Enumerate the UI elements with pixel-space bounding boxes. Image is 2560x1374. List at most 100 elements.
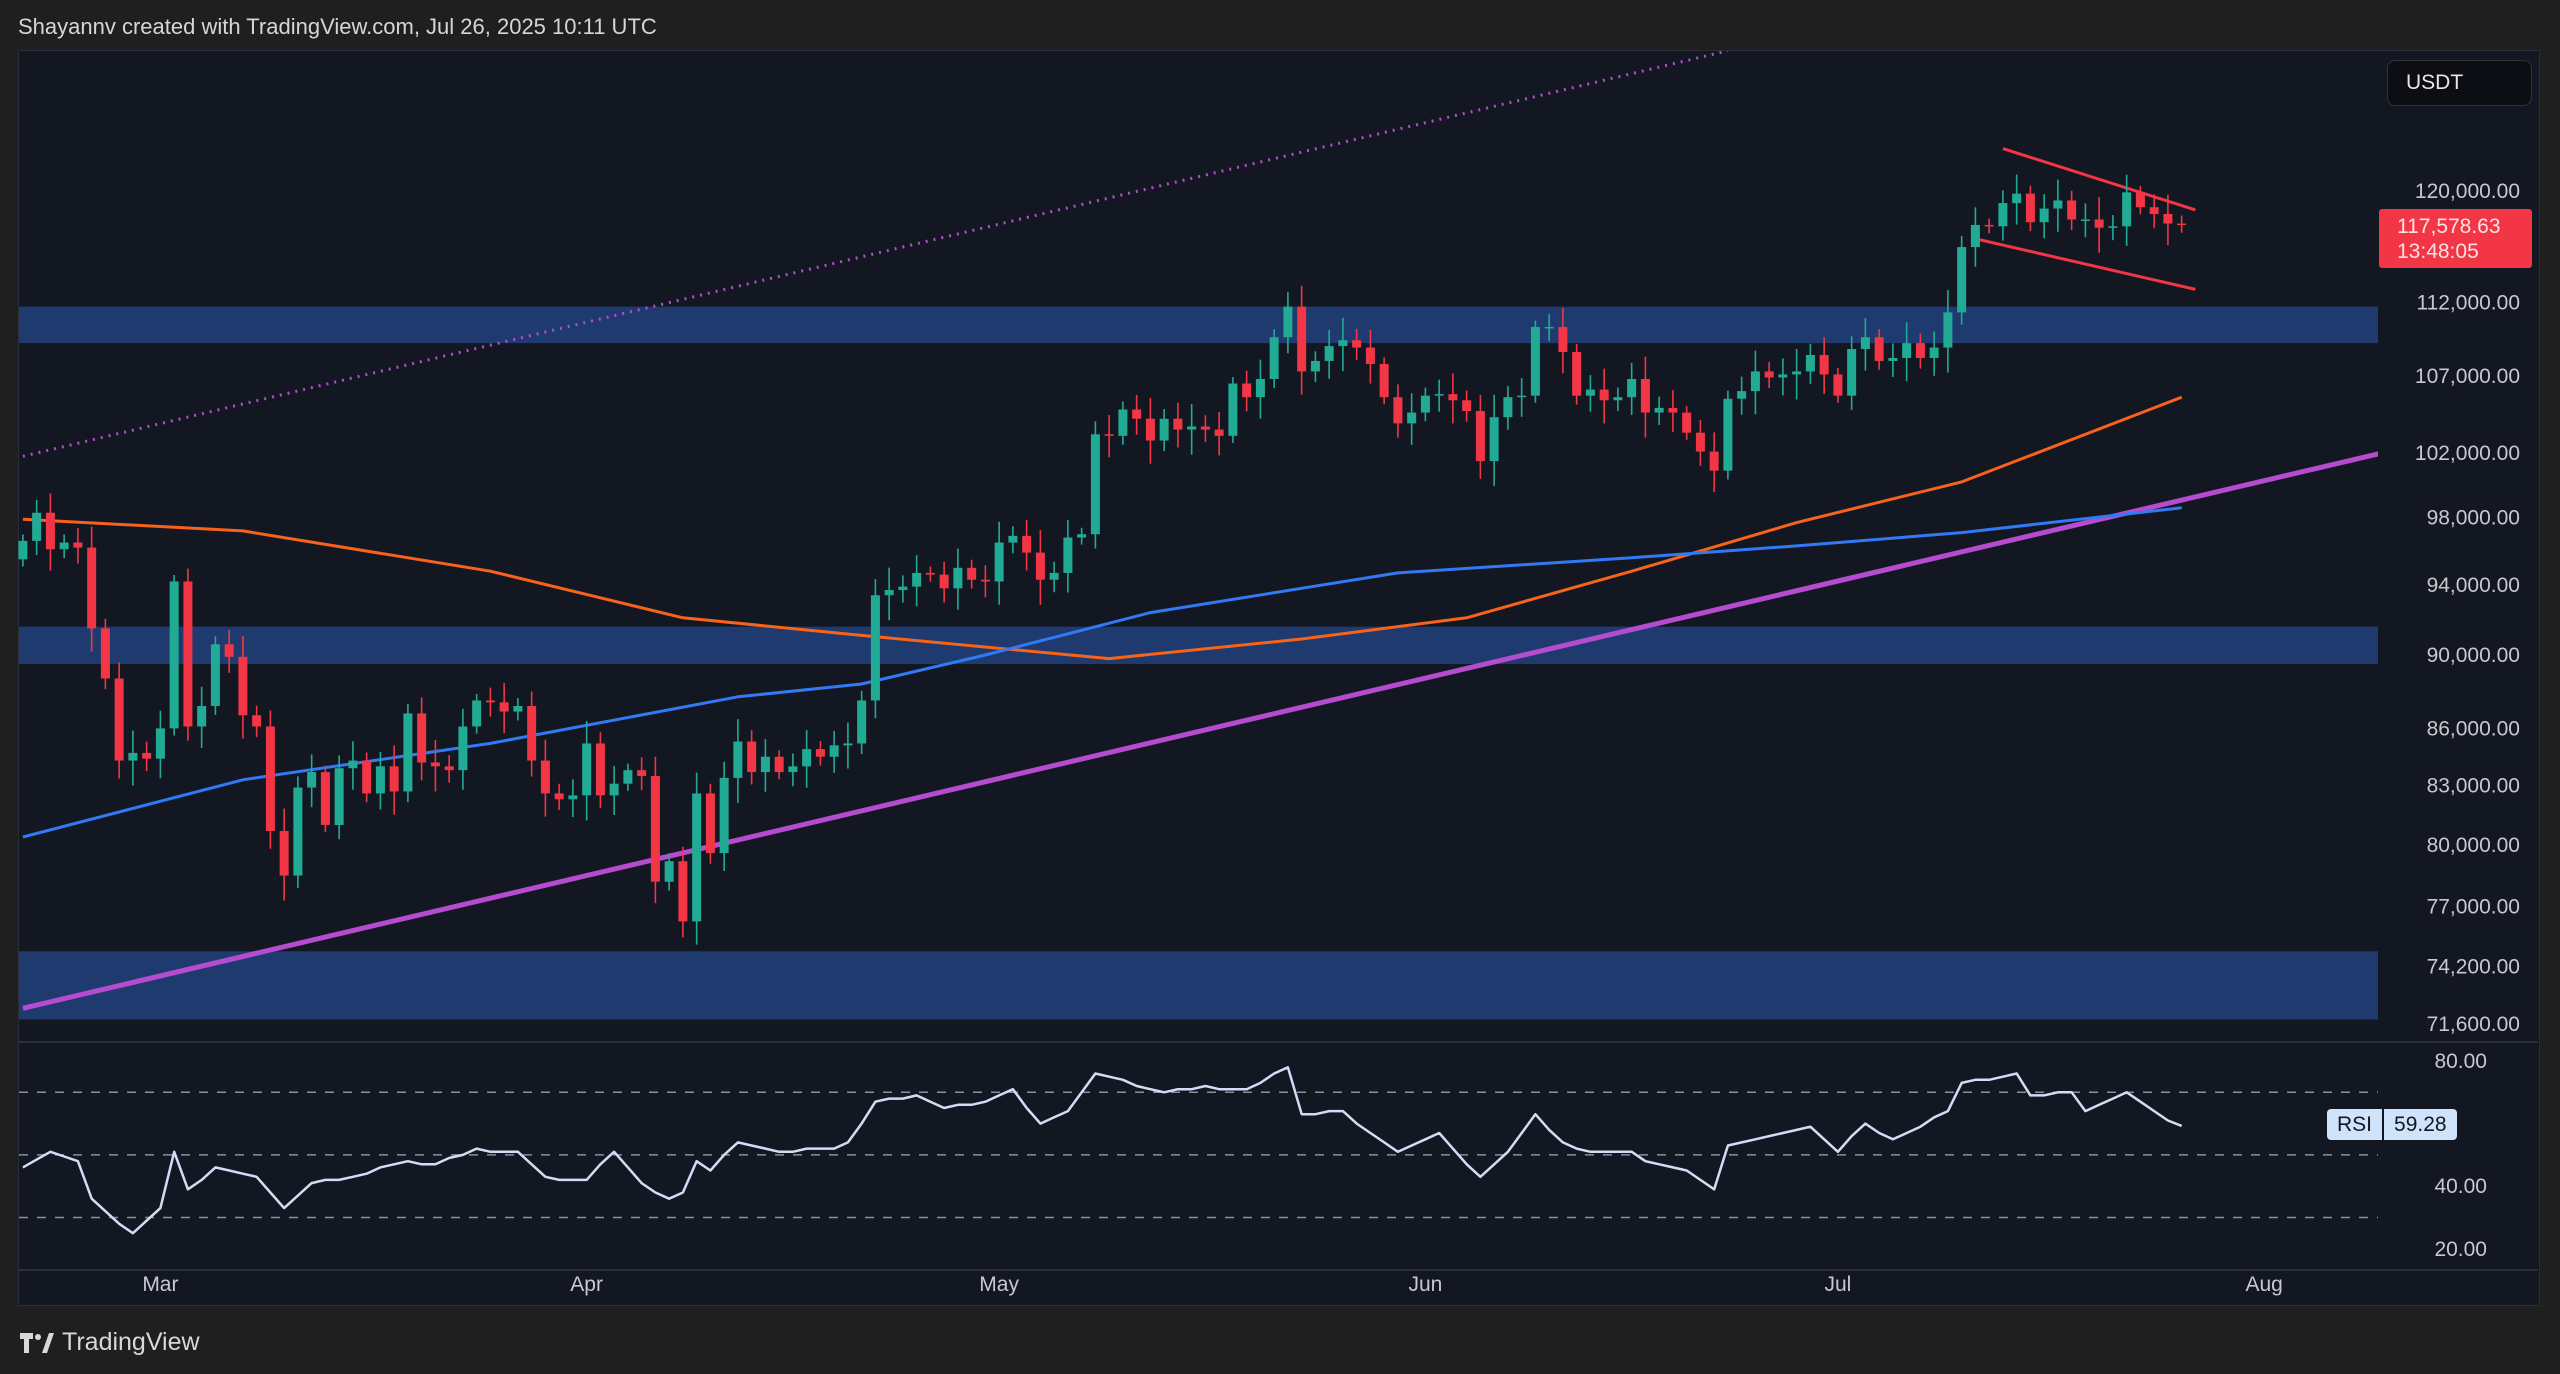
brand-name: TradingView <box>62 1328 200 1356</box>
candle-body <box>1503 397 1513 418</box>
candle-body <box>73 542 83 548</box>
candle-body <box>829 745 839 757</box>
candle-body <box>307 772 317 788</box>
candle-body <box>1022 535 1032 553</box>
candle-body <box>348 760 358 769</box>
candle-body <box>733 741 743 778</box>
candle-body <box>568 795 578 800</box>
candle-body <box>513 706 523 712</box>
candle-body <box>637 770 647 776</box>
candle-body <box>1530 326 1540 396</box>
candle-body <box>678 861 688 922</box>
candle-body <box>2135 192 2145 208</box>
candle-body <box>2177 223 2187 226</box>
time-axis-label: May <box>979 1273 1019 1296</box>
candle-body <box>1654 407 1664 413</box>
candle-body <box>458 726 468 771</box>
trendline-solid <box>22 451 2378 1011</box>
price-axis-label: 86,000.00 <box>2427 717 2520 740</box>
candle-body <box>210 644 220 707</box>
currency-button[interactable]: USDT <box>2387 60 2532 106</box>
price-axis-label: 80,000.00 <box>2427 834 2520 857</box>
candle-body <box>1750 371 1760 392</box>
moving-average-blue <box>22 506 2182 839</box>
candle-body <box>45 512 55 550</box>
candle-body <box>650 775 660 882</box>
candle-body <box>1778 374 1788 378</box>
time-axis-label: Aug <box>2245 1273 2282 1296</box>
candle-body <box>815 749 825 757</box>
candle-body <box>1187 426 1197 430</box>
candle-body <box>32 512 42 541</box>
time-axis-label: Apr <box>570 1273 603 1296</box>
candle-body <box>1709 451 1719 471</box>
trendline-flag-top <box>2002 147 2196 212</box>
time-axis-label: Mar <box>142 1273 178 1296</box>
candle-body <box>1572 352 1582 396</box>
candle-body <box>1420 395 1430 413</box>
candle-body <box>540 760 550 794</box>
price-axis-label: 120,000.00 <box>2415 180 2520 203</box>
candle-body <box>444 766 454 771</box>
candle-body <box>1379 363 1389 398</box>
candle-body <box>1200 426 1210 430</box>
attribution-text: Shayannv created with TradingView.com, J… <box>18 14 657 39</box>
candle-body <box>472 700 482 727</box>
candle-body <box>1104 434 1114 436</box>
candle-body <box>554 793 564 800</box>
candle-body <box>403 713 413 792</box>
candle-body <box>1297 306 1307 372</box>
candle-body <box>1448 394 1458 401</box>
rsi-line <box>22 1066 2183 1235</box>
candle-body <box>925 572 935 575</box>
price-axis-label: 90,000.00 <box>2427 644 2520 667</box>
trendline-flag-bottom <box>1975 237 2196 291</box>
candle-body <box>1269 337 1279 379</box>
price-axis-label: 98,000.00 <box>2427 507 2520 530</box>
price-axis-label: 74,200.00 <box>2427 955 2520 978</box>
candle-body <box>18 540 28 560</box>
candle-body <box>417 713 427 763</box>
candle-body <box>2163 214 2173 224</box>
candle-body <box>2080 219 2090 221</box>
candle-body <box>1407 412 1417 424</box>
trendline-dotted <box>22 51 1729 458</box>
candle-body <box>1764 371 1774 378</box>
candle-body <box>760 756 770 773</box>
footer-brand[interactable]: TradingView <box>20 1328 200 1357</box>
candle-body <box>527 706 537 761</box>
candle-body <box>1819 354 1829 375</box>
candle-body <box>1668 407 1678 413</box>
rsi-label: RSI <box>2337 1113 2373 1136</box>
candle-body <box>224 644 234 657</box>
candle-body <box>1544 326 1554 329</box>
rsi-value-badge: RSI 59.28 <box>2327 1109 2457 1140</box>
candle-body <box>142 752 152 759</box>
candle-body <box>375 766 385 794</box>
candle-body <box>1462 400 1472 412</box>
candle-body <box>100 628 110 679</box>
candle-body <box>1613 397 1623 401</box>
candle-body <box>1035 552 1045 580</box>
support-resistance-zone <box>19 306 2378 344</box>
rsi-axis-label: 40.00 <box>2434 1175 2487 1198</box>
candle-body <box>595 743 605 796</box>
candle-body <box>1558 326 1568 353</box>
support-resistance-zone <box>19 951 2378 1020</box>
candle-body <box>238 656 248 716</box>
candle-body <box>1998 203 2008 227</box>
candle-body <box>1695 432 1705 452</box>
candle-body <box>2067 200 2077 220</box>
candle-body <box>1915 343 1925 358</box>
candle-body <box>1214 429 1224 436</box>
candle-body <box>1599 389 1609 401</box>
price-axis-label: 83,000.00 <box>2427 775 2520 798</box>
candle-body <box>2012 193 2022 204</box>
candle-body <box>1833 374 1843 396</box>
candle-body <box>2053 200 2063 209</box>
candle-body <box>747 741 757 773</box>
candle-body <box>1338 340 1348 347</box>
candle-body <box>788 766 798 773</box>
price-axis-label: 71,600.00 <box>2427 1013 2520 1036</box>
